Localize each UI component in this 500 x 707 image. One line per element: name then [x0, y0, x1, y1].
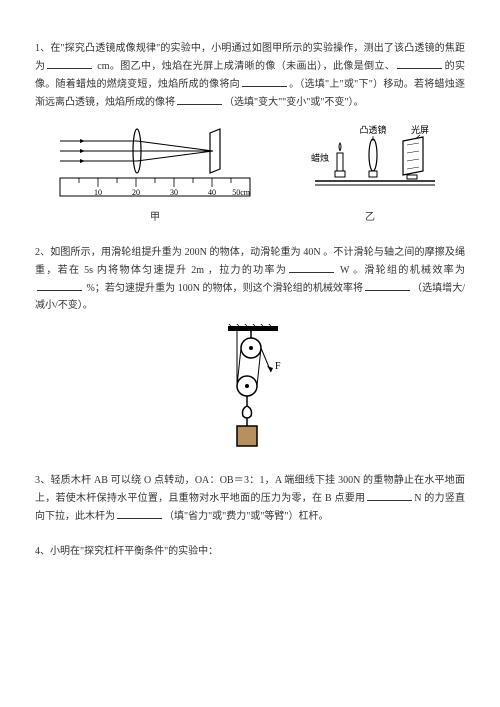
svg-text:蜡烛: 蜡烛 [311, 152, 329, 163]
fig1-label: 甲 [55, 209, 255, 226]
q3-text-c: （填"省力"或"费力"或"等臂"）杠杆。 [164, 511, 329, 522]
svg-text:凸透镜: 凸透镜 [359, 124, 386, 135]
question-4: 4、小明在"探究杠杆平衡条件"的实验中： [35, 543, 465, 560]
q1-figures: 10 20 30 40 50cm 甲 凸透镜 光屏 蜡烛 [35, 123, 465, 226]
q2-text-b: W 。滑轮组的机械效率为 [336, 265, 465, 276]
svg-text:20: 20 [132, 188, 140, 197]
q3-num: 3、 [35, 475, 50, 486]
q1-num: 1、 [35, 43, 50, 54]
svg-text:40: 40 [208, 188, 216, 197]
q3-blank-force[interactable] [367, 489, 412, 501]
q2-text: 2、如图所示，用滑轮组提升重为 200N 的物体，动滑轮重为 40N 。不计滑轮… [35, 244, 465, 314]
q2-num: 2、 [35, 247, 50, 258]
svg-text:光屏: 光屏 [411, 124, 429, 135]
q2-text-c: %；若匀速提升重为 100N 的物体，则这个滑轮组的机械效率将 [87, 283, 363, 294]
q1-blank-image-type[interactable] [397, 57, 442, 69]
q1-fig1: 10 20 30 40 50cm 甲 [55, 123, 255, 226]
q2-figure: F [50, 324, 465, 454]
q1-fig2: 凸透镜 光屏 蜡烛 乙 [295, 123, 445, 226]
svg-text:F: F [275, 361, 281, 372]
question-3: 3、轻质木杆 AB 可以绕 O 点转动，OA：OB＝3：1，A 端细线下挂 30… [35, 472, 465, 525]
q2-blank-power[interactable] [289, 261, 334, 273]
q3-blank-lever-type[interactable] [117, 507, 162, 519]
question-1: 1、在"探究凸透镜成像规律"的实验中，小明通过如图甲所示的实验操作，测出了该凸透… [35, 40, 465, 226]
candle-lens-screen-diagram: 凸透镜 光屏 蜡烛 [295, 123, 445, 203]
fig2-label: 乙 [295, 209, 445, 226]
svg-text:10: 10 [94, 188, 102, 197]
q1-text: 1、在"探究凸透镜成像规律"的实验中，小明通过如图甲所示的实验操作，测出了该凸透… [35, 40, 465, 111]
q4-text: 4、小明在"探究杠杆平衡条件"的实验中： [35, 543, 465, 560]
q1-blank-size[interactable] [177, 93, 222, 105]
q4-text-a: 小明在"探究杠杆平衡条件"的实验中： [50, 546, 218, 557]
svg-text:50cm: 50cm [232, 188, 251, 197]
svg-text:30: 30 [170, 188, 178, 197]
q2-blank-change[interactable] [365, 279, 410, 291]
q1-text-e: （选填"变大""变小"或"不变"）。 [224, 97, 364, 108]
q2-blank-efficiency[interactable] [37, 279, 82, 291]
q1-blank-direction[interactable] [242, 75, 287, 87]
q1-text-b: cm。图乙中，烛焰在光屏上成清晰的像（未画出），此像是倒立、 [97, 61, 395, 72]
q1-blank-focal[interactable] [47, 57, 92, 69]
question-2: 2、如图所示，用滑轮组提升重为 200N 的物体，动滑轮重为 40N 。不计滑轮… [35, 244, 465, 454]
pulley-diagram: F [223, 324, 293, 454]
q4-num: 4、 [35, 546, 50, 557]
q3-text: 3、轻质木杆 AB 可以绕 O 点转动，OA：OB＝3：1，A 端细线下挂 30… [35, 472, 465, 525]
lens-ruler-diagram: 10 20 30 40 50cm [55, 123, 255, 203]
